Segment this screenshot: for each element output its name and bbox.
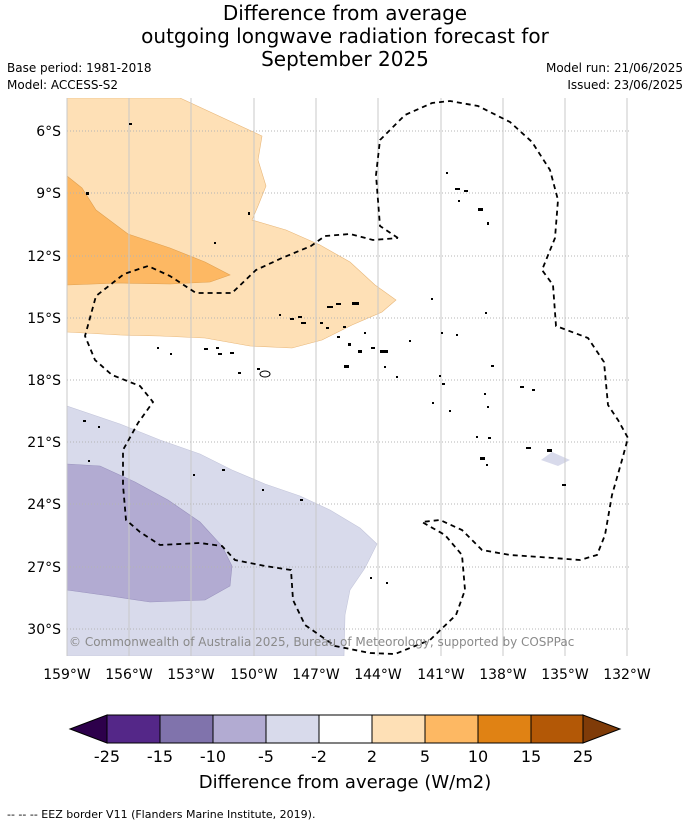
lon-label: 156°W bbox=[105, 667, 153, 683]
base-period: Base period: 1981-2018 bbox=[7, 61, 152, 75]
lat-label: 15°S bbox=[27, 311, 61, 327]
title-line-1: Difference from average bbox=[222, 1, 468, 25]
meta-left: Base period: 1981-2018 Model: ACCESS-S2 bbox=[7, 60, 152, 94]
colorbar-title: Difference from average (W/m2) bbox=[199, 772, 491, 793]
lon-label: 135°W bbox=[541, 667, 589, 683]
anomaly-field bbox=[67, 98, 570, 656]
colorbar-segment bbox=[530, 714, 584, 744]
lon-label: 159°W bbox=[43, 667, 91, 683]
colorbar-segment bbox=[159, 714, 214, 744]
latitude-labels: 6°S 9°S 12°S 15°S 18°S 21°S 24°S 27°S 30… bbox=[27, 124, 61, 638]
colorbar-tick-label: 25 bbox=[573, 747, 593, 766]
colorbar-segment bbox=[371, 714, 426, 744]
lat-label: 27°S bbox=[27, 560, 61, 576]
title-line-3: September 2025 bbox=[261, 47, 429, 71]
colorbar-tick-label: -2 bbox=[311, 747, 327, 766]
lon-label: 132°W bbox=[603, 667, 651, 683]
eez-legend-footer: -- -- -- EEZ border V11 (Flanders Marine… bbox=[7, 808, 316, 821]
lon-label: 138°W bbox=[479, 667, 527, 683]
colorbar-tick-label: 5 bbox=[420, 747, 430, 766]
colorbar-segment bbox=[106, 714, 161, 744]
colorbar-tick-label: -15 bbox=[147, 747, 173, 766]
issued-date: Issued: 23/06/2025 bbox=[567, 78, 683, 92]
lon-label: 150°W bbox=[230, 667, 278, 683]
colorbar-tick-label: 2 bbox=[367, 747, 377, 766]
island-outline bbox=[259, 370, 271, 378]
anomaly-region-2-to-5 bbox=[67, 98, 397, 349]
meta-right: Model run: 21/06/2025 Issued: 23/06/2025 bbox=[546, 60, 683, 94]
lat-label: 12°S bbox=[27, 249, 61, 265]
eez-border bbox=[84, 100, 629, 655]
colorbar-tick-label: 15 bbox=[521, 747, 541, 766]
lat-label: 21°S bbox=[27, 435, 61, 451]
model-name: Model: ACCESS-S2 bbox=[7, 78, 119, 92]
colorbar-segment bbox=[318, 714, 373, 744]
lon-label: 141°W bbox=[417, 667, 465, 683]
lat-label: 30°S bbox=[27, 622, 61, 638]
colorbar-segment bbox=[477, 714, 532, 744]
lat-label: 24°S bbox=[27, 497, 61, 513]
longitude-labels: 159°W 156°W 153°W 150°W 147°W 144°W 141°… bbox=[43, 667, 651, 683]
anomaly-patch-east bbox=[541, 452, 570, 466]
colorbar-under-arrow bbox=[68, 714, 108, 744]
map-title: Difference from average outgoing longwav… bbox=[0, 2, 690, 71]
colorbar: -25 -15 -10 -5 -2 2 5 10 15 25 Differenc… bbox=[68, 714, 622, 793]
lat-label: 18°S bbox=[27, 373, 61, 389]
copyright-text: © Commonwealth of Australia 2025, Bureau… bbox=[69, 635, 574, 649]
model-run: Model run: 21/06/2025 bbox=[545, 61, 683, 75]
colorbar-tick-label: -25 bbox=[94, 747, 120, 766]
lon-label: 144°W bbox=[354, 667, 402, 683]
colorbar-segment bbox=[424, 714, 479, 744]
colorbar-tick-label: -10 bbox=[200, 747, 226, 766]
colorbar-segment bbox=[212, 714, 267, 744]
colorbar-tick-label: 10 bbox=[468, 747, 488, 766]
title-line-2: outgoing longwave radiation forecast for bbox=[141, 24, 549, 48]
colorbar-segment bbox=[265, 714, 320, 744]
lat-label: 9°S bbox=[36, 186, 61, 202]
colorbar-over-arrow bbox=[582, 714, 622, 744]
lon-label: 147°W bbox=[292, 667, 340, 683]
lat-label: 6°S bbox=[36, 124, 61, 140]
lon-label: 153°W bbox=[167, 667, 215, 683]
colorbar-tick-label: -5 bbox=[258, 747, 274, 766]
island-markers bbox=[83, 123, 566, 584]
